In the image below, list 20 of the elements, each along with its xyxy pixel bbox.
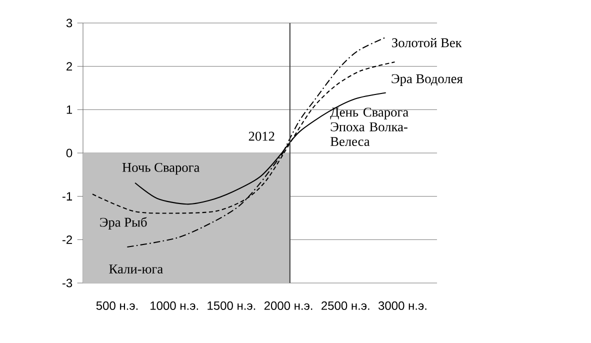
- x-tick-label: 3000 н.э.: [378, 301, 426, 310]
- series-label: Эра Рыб: [100, 217, 147, 230]
- x-tick-label: 2500 н.э.: [322, 301, 370, 310]
- ref-line-label: 2012: [248, 132, 274, 141]
- x-tick-label: 2000 н.э.: [264, 301, 312, 310]
- y-tick-label: -3: [62, 278, 72, 288]
- x-tick-label: 1000 н.э.: [150, 301, 198, 310]
- series-label: Золотой Век: [392, 38, 462, 48]
- x-tick-label: 1500 н.э.: [208, 301, 256, 310]
- series-label: День Сварога Эпоха Волка-Велеса: [330, 108, 408, 146]
- y-tick-label: -2: [62, 235, 72, 244]
- x-tick-label: 500 н.э.: [96, 301, 138, 310]
- y-tick-label: 0: [66, 148, 72, 158]
- y-tick-label: 1: [66, 106, 72, 114]
- series-label: Кали-юга: [109, 264, 163, 274]
- series-label: Ночь Сварога: [122, 162, 200, 175]
- y-tick-label: -1: [62, 192, 72, 200]
- y-tick-label: 2: [66, 62, 72, 71]
- y-tick-label: 3: [66, 18, 72, 28]
- series-label: Эра Водолея: [392, 74, 463, 86]
